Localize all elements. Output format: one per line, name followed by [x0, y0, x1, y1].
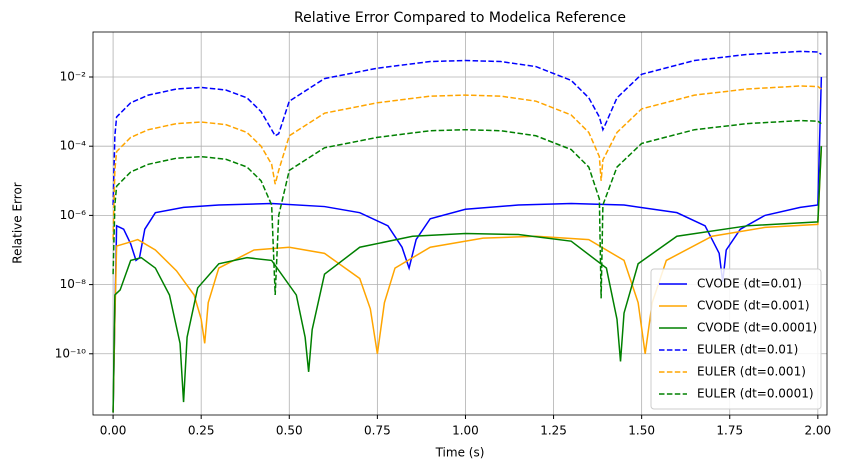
legend-label: CVODE (dt=0.01): [697, 277, 802, 291]
x-tick-label: 0.00: [100, 424, 127, 438]
legend-label: EULER (dt=0.001): [697, 365, 806, 379]
legend-label: EULER (dt=0.01): [697, 343, 798, 357]
y-tick-label: 10⁻⁶: [60, 208, 87, 222]
series-line: [112, 146, 823, 413]
legend-label: EULER (dt=0.0001): [697, 387, 814, 401]
legend-label: CVODE (dt=0.001): [697, 299, 810, 313]
y-tick-label: 10⁻⁴: [60, 139, 87, 153]
legend-label: CVODE (dt=0.0001): [697, 321, 817, 335]
y-tick-label: 10⁻²: [60, 70, 87, 84]
x-tick-label: 1.75: [716, 424, 743, 438]
series-line: [112, 146, 823, 413]
legend-box: [650, 268, 822, 410]
plot-lines: [112, 50, 823, 413]
x-tick-label: 1.00: [452, 424, 479, 438]
chart-title: Relative Error Compared to Modelica Refe…: [294, 10, 626, 26]
x-tick-label: 0.25: [188, 424, 215, 438]
x-tick-label: 0.75: [364, 424, 391, 438]
series-line: [112, 50, 822, 205]
x-tick-label: 2.00: [804, 424, 831, 438]
x-tick-label: 1.25: [540, 424, 567, 438]
series-line: [112, 85, 822, 240]
x-axis-label: Time (s): [435, 446, 485, 460]
y-tick-label: 10⁻¹⁰: [55, 346, 86, 360]
x-tick-label: 0.50: [276, 424, 303, 438]
y-tick-label: 10⁻⁸: [60, 277, 87, 291]
x-tick-label: 1.50: [628, 424, 655, 438]
y-axis-label: Relative Error: [11, 182, 25, 264]
plot-frame: [92, 31, 828, 416]
series-line: [112, 119, 822, 299]
